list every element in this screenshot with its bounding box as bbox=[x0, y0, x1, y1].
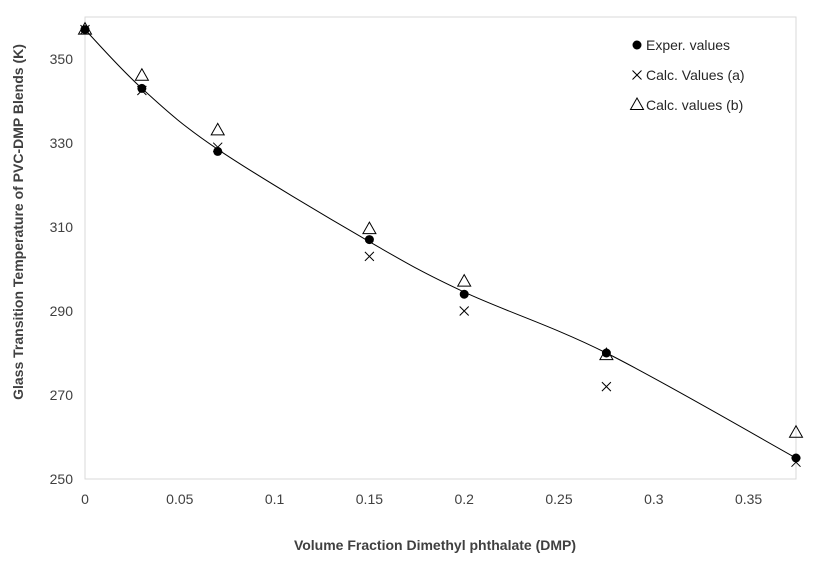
data-point-open-triangle bbox=[788, 424, 804, 438]
data-point-x bbox=[80, 24, 90, 35]
y-tick-labels: 250 270 290 310 330 350 bbox=[50, 51, 74, 487]
data-point-x bbox=[791, 457, 801, 468]
data-point-open-triangle bbox=[134, 67, 150, 81]
data-point-filled-circle bbox=[791, 453, 801, 463]
legend-marker-x bbox=[632, 70, 642, 80]
y-tick-label: 330 bbox=[50, 135, 74, 151]
data-point-open-triangle bbox=[362, 221, 377, 235]
legend-marker-filled-circle bbox=[632, 40, 642, 50]
x-tick-labels: 0 0.05 0.1 0.15 0.2 0.25 0.3 0.35 bbox=[81, 491, 762, 507]
data-point-open-triangle bbox=[210, 122, 226, 136]
x-tick-label: 0.15 bbox=[356, 491, 383, 507]
x-tick-label: 0.05 bbox=[166, 491, 193, 507]
x-tick-label: 0.3 bbox=[644, 491, 664, 507]
legend-label: Calc. values (b) bbox=[646, 97, 743, 113]
x-tick-label: 0.35 bbox=[735, 491, 762, 507]
trend-line bbox=[84, 29, 797, 459]
data-point-filled-circle bbox=[601, 348, 611, 358]
legend-marker-open-triangle bbox=[629, 96, 645, 110]
plot-area-frame bbox=[84, 16, 797, 480]
series-3 bbox=[77, 21, 804, 438]
x-axis-title: Volume Fraction Dimethyl phthalate (DMP) bbox=[294, 537, 576, 553]
y-tick-label: 310 bbox=[50, 219, 74, 235]
data-point-x bbox=[459, 306, 470, 316]
y-tick-label: 270 bbox=[50, 387, 74, 403]
legend-label: Calc. Values (a) bbox=[646, 67, 745, 83]
data-point-open-triangle bbox=[599, 347, 614, 361]
series-1 bbox=[80, 25, 801, 463]
data-point-x bbox=[364, 251, 375, 262]
data-point-filled-circle bbox=[213, 146, 223, 156]
y-tick-label: 290 bbox=[50, 303, 74, 319]
data-point-filled-circle bbox=[137, 83, 147, 93]
data-point-x bbox=[601, 381, 612, 392]
x-tick-label: 0.25 bbox=[545, 491, 572, 507]
data-point-filled-circle bbox=[459, 289, 469, 299]
data-point-open-triangle bbox=[456, 273, 472, 287]
y-axis-title: Glass Transition Temperature of PVC-DMP … bbox=[10, 44, 26, 400]
x-tick-label: 0 bbox=[81, 491, 89, 507]
data-point-x bbox=[212, 142, 223, 153]
legend: Exper. values Calc. Values (a) Calc. value… bbox=[629, 37, 745, 113]
data-point-filled-circle bbox=[364, 235, 374, 245]
data-point-x bbox=[137, 85, 147, 96]
data-points bbox=[77, 21, 804, 468]
legend-label: Exper. values bbox=[646, 37, 730, 53]
series-2 bbox=[80, 24, 801, 468]
y-tick-label: 250 bbox=[50, 471, 74, 487]
x-tick-label: 0.2 bbox=[454, 491, 474, 507]
x-tick-label: 0.1 bbox=[265, 491, 285, 507]
y-tick-label: 350 bbox=[50, 51, 74, 67]
data-point-open-triangle bbox=[77, 21, 93, 35]
